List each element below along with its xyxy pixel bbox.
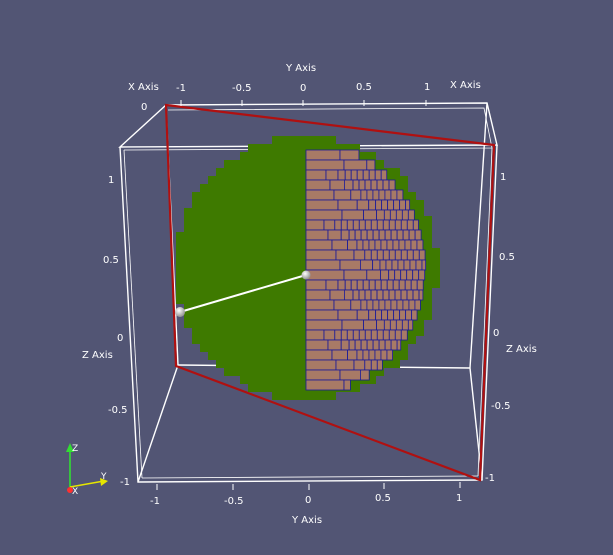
top-x-axis-title-left: X Axis: [128, 82, 159, 93]
left-tick-label: -1: [120, 477, 130, 488]
voxel-half: [305, 149, 427, 391]
right-tick-label: 1: [500, 172, 506, 183]
bottom-tick-label: -0.5: [224, 496, 244, 507]
top-axis: X Axis X Axis Y Axis 0 -1 -0.5 0 0.5 1: [128, 63, 481, 113]
line-widget[interactable]: [175, 270, 311, 318]
top-tick-label: -1: [176, 83, 186, 94]
left-tick-label: -0.5: [108, 405, 128, 416]
left-z-axis-title: Z Axis: [82, 350, 113, 361]
orientation-y-label: Y: [100, 472, 107, 482]
right-tick-label: -0.5: [491, 401, 511, 412]
bottom-y-axis-title: Y Axis: [291, 515, 322, 526]
widget-handle-center[interactable]: [301, 270, 311, 280]
orientation-x-label: X: [72, 487, 78, 497]
left-tick-label: 0.5: [103, 255, 119, 266]
top-tick-label: 1: [424, 82, 430, 93]
right-tick-label: 0.5: [499, 252, 515, 263]
right-axis: Z Axis 1 0.5 0 -0.5 -1: [485, 172, 537, 484]
top-tick-label: 0: [300, 83, 306, 94]
right-tick-label: -1: [485, 473, 495, 484]
top-tick-label: 0.5: [356, 82, 372, 93]
top-tick-label: -0.5: [232, 83, 252, 94]
bottom-tick-label: -1: [150, 496, 160, 507]
widget-handle-end[interactable]: [175, 307, 185, 317]
right-tick-label: 0: [493, 328, 499, 339]
clip-plane-outline[interactable]: [164, 103, 496, 482]
top-left-zero-label: 0: [141, 102, 147, 113]
orientation-z-label: Z: [72, 444, 78, 454]
right-z-axis-title: Z Axis: [506, 344, 537, 355]
left-tick-label: 0: [117, 333, 123, 344]
bottom-tick-label: 1: [456, 493, 462, 504]
orientation-axes: Z Y X: [66, 443, 108, 497]
left-tick-label: 1: [108, 175, 114, 186]
top-y-axis-title: Y Axis: [285, 63, 316, 74]
bottom-axis: Y Axis -1 -0.5 0 0.5 1: [150, 482, 462, 526]
left-axis: Z Axis 1 0.5 0 -0.5 -1: [82, 175, 130, 488]
top-x-axis-title-right: X Axis: [450, 80, 481, 91]
bottom-tick-label: 0.5: [375, 493, 391, 504]
bottom-tick-label: 0: [305, 495, 311, 506]
